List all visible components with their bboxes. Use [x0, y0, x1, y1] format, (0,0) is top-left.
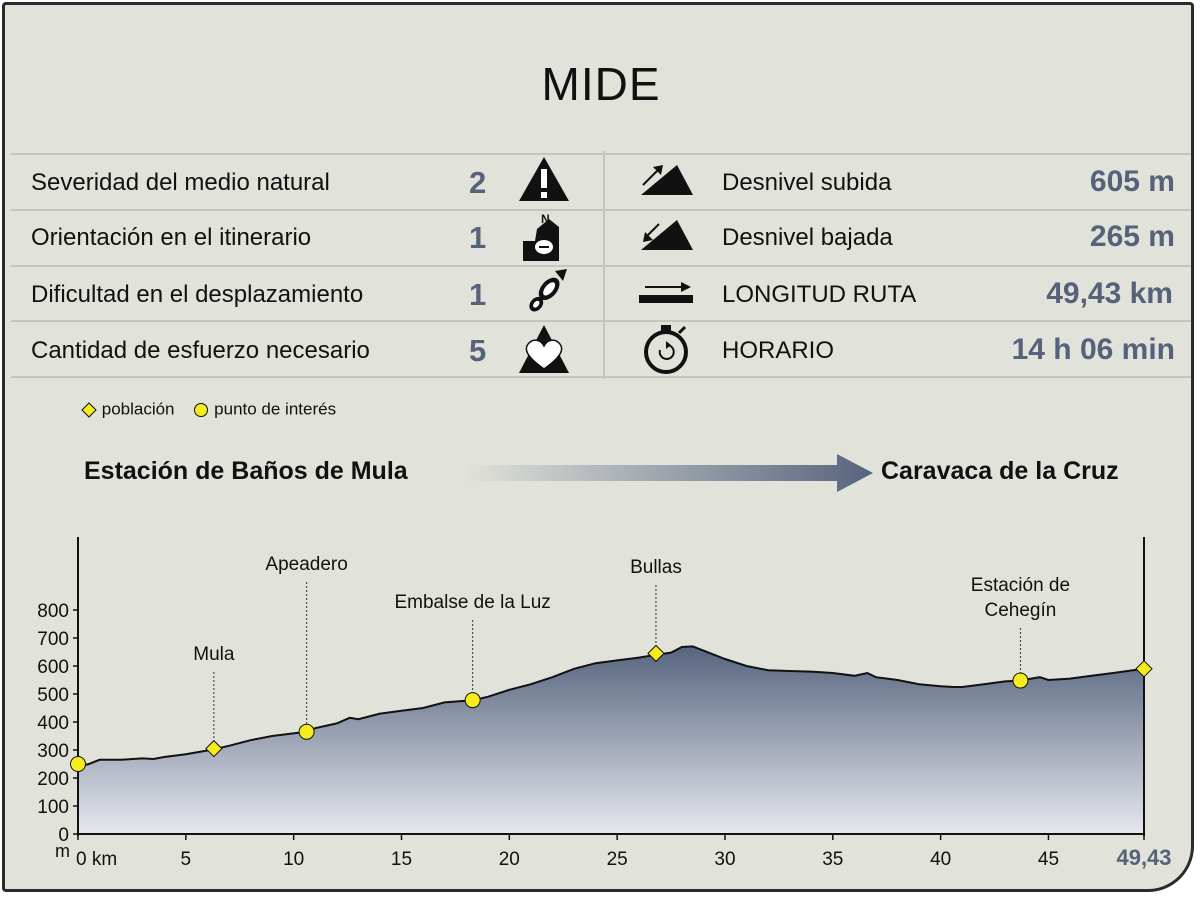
x-tick-label: 30: [714, 849, 735, 870]
descent-icon: [641, 220, 693, 250]
x-tick-label: 10: [283, 849, 304, 870]
mide-value-orientacion: 1: [469, 220, 487, 255]
profile-line: [77, 645, 1145, 768]
heart-mountain-icon: [519, 325, 569, 373]
divider: [11, 320, 1191, 322]
x-tick-label: 5: [181, 849, 192, 870]
y-tick-label: 800: [37, 601, 69, 622]
point-label: Cehegín: [985, 600, 1057, 621]
mide-value-dificultad: 1: [469, 277, 487, 312]
x-tick-label: 15: [391, 849, 412, 870]
y-tick-label: 600: [37, 657, 69, 678]
profile-area: [78, 646, 1144, 834]
route-arrow-icon: [465, 454, 873, 492]
y-tick-label: 200: [37, 769, 69, 790]
legend: población punto de interés: [81, 399, 336, 420]
y-tick-label: 0: [58, 825, 69, 846]
punto-interes-marker: [298, 723, 315, 740]
poblacion-diamond-icon: [81, 401, 97, 418]
route-from: Estación de Baños de Mula: [84, 457, 408, 485]
stat-label-bajada: Desnivel bajada: [722, 224, 893, 251]
point-label: Estación de: [971, 575, 1070, 596]
legend-punto: punto de interés: [214, 399, 337, 419]
y-tick-label: 100: [37, 797, 69, 818]
y-axis-label: m: [55, 841, 70, 861]
page-title: MIDE: [541, 58, 661, 110]
mide-label-esfuerzo: Cantidad de esfuerzo necesario: [31, 337, 370, 364]
y-tick-label: 400: [37, 713, 69, 734]
stopwatch-icon: [644, 325, 688, 374]
stat-label-horario: HORARIO: [722, 337, 835, 364]
stat-value-horario: 14 h 06 min: [1011, 333, 1175, 366]
divider: [11, 376, 1191, 378]
x-tick-label: 35: [822, 849, 843, 870]
stat-value-longitud: 49,43 km: [1046, 277, 1173, 310]
point-label: Mula: [193, 644, 235, 665]
stat-label-longitud: LONGITUD RUTA: [722, 281, 917, 308]
legend-poblacion: población: [101, 399, 175, 419]
x-tick-label: 20: [499, 849, 520, 870]
mide-label-severidad: Severidad del medio natural: [31, 169, 330, 196]
divider: [11, 209, 1191, 211]
x-tick-label: 25: [607, 849, 628, 870]
mide-label-orientacion: Orientación en el itinerario: [31, 224, 312, 251]
warning-mountain-icon: [519, 157, 569, 201]
route-to: Caravaca de la Cruz: [881, 457, 1119, 485]
point-label: Bullas: [630, 557, 682, 578]
divider: [11, 153, 1191, 155]
punto-interes-marker: [1012, 672, 1029, 689]
poblacion-marker: [647, 644, 665, 663]
divider: [603, 151, 605, 379]
poblacion-marker: [205, 739, 223, 758]
y-tick-label: 500: [37, 685, 69, 706]
point-label: Apeadero: [265, 554, 347, 575]
stat-value-subida: 605 m: [1089, 165, 1175, 198]
divider: [11, 265, 1191, 267]
y-tick-label: 300: [37, 741, 69, 762]
stat-value-bajada: 265 m: [1089, 220, 1175, 253]
x-tick-label: 49,43: [1116, 845, 1171, 870]
punto-interes-marker: [70, 756, 86, 772]
punto-circle-icon: [194, 402, 209, 417]
mide-value-esfuerzo: 5: [469, 333, 487, 368]
poblacion-marker: [1135, 660, 1153, 678]
footprint-icon: [529, 269, 567, 312]
stat-label-subida: Desnivel subida: [722, 169, 892, 196]
y-tick-label: 700: [37, 629, 69, 650]
x-tick-label: 0 km: [76, 849, 117, 870]
x-tick-label: 40: [930, 849, 951, 870]
mide-value-severidad: 2: [469, 165, 487, 200]
point-label: Embalse de la Luz: [394, 592, 550, 613]
elevation-profile-chart: 0 100 200 300 400 500 600 700 800 m 0 km 5 10 15 20 25 3…: [37, 537, 1172, 870]
distance-arrow-icon: [639, 282, 693, 303]
punto-interes-marker: [464, 692, 481, 709]
ascent-icon: [641, 165, 693, 195]
x-tick-label: 45: [1038, 849, 1059, 870]
mide-label-dificultad: Dificultad en el desplazamiento: [31, 281, 364, 308]
svg-text:N: N: [541, 212, 550, 226]
compass-orientation-icon: N: [523, 212, 559, 261]
